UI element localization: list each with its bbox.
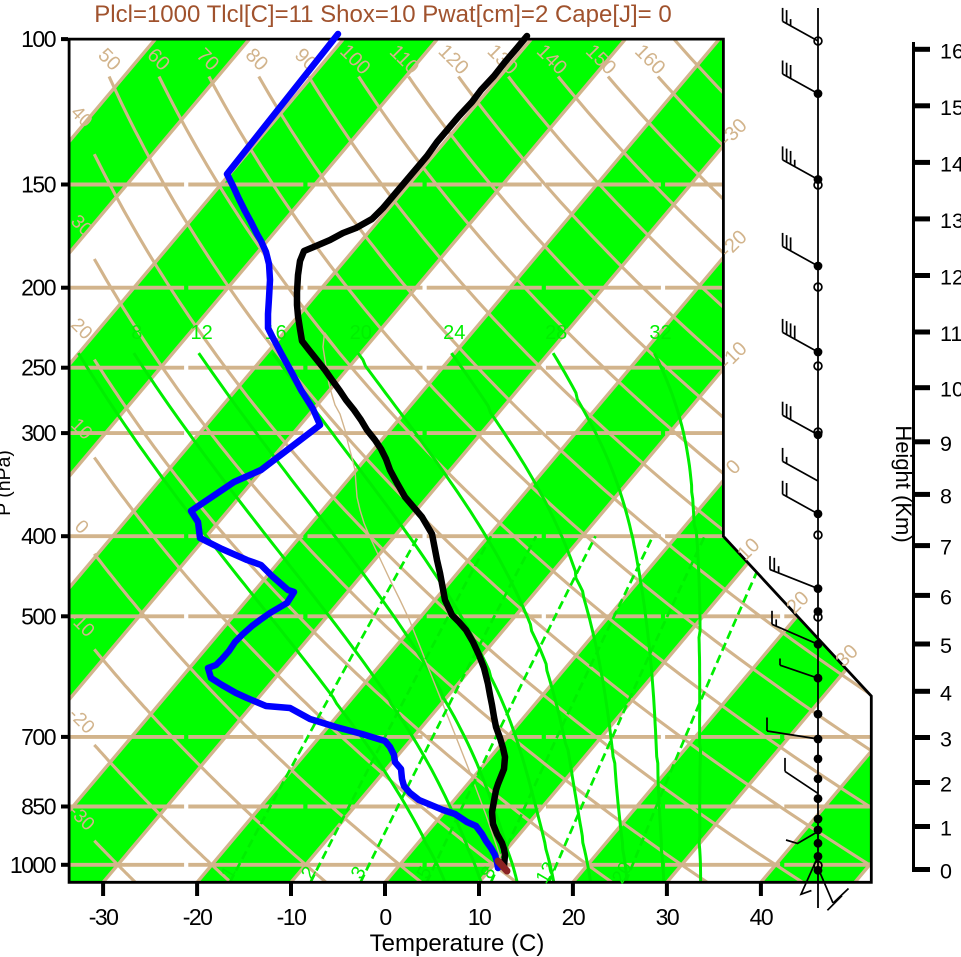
svg-text:7: 7 bbox=[940, 536, 952, 560]
svg-text:200: 200 bbox=[21, 275, 56, 301]
svg-text:Plcl=1000 Tlcl[C]=11 Shox=10: Plcl=1000 Tlcl[C]=11 Shox=10 Pwat[cm]=2 … bbox=[94, 1, 671, 28]
svg-text:500: 500 bbox=[21, 603, 56, 629]
svg-text:-30: -30 bbox=[89, 904, 118, 930]
svg-text:850: 850 bbox=[21, 794, 56, 820]
svg-text:400: 400 bbox=[21, 523, 56, 549]
svg-text:6: 6 bbox=[940, 585, 952, 609]
svg-text:9: 9 bbox=[940, 432, 952, 456]
svg-text:20: 20 bbox=[562, 904, 585, 930]
svg-text:P (hPa): P (hPa) bbox=[0, 450, 15, 516]
svg-text:0: 0 bbox=[940, 860, 952, 884]
svg-text:8: 8 bbox=[131, 322, 142, 344]
svg-text:12: 12 bbox=[190, 322, 212, 344]
svg-text:100: 100 bbox=[21, 26, 56, 52]
svg-text:5: 5 bbox=[940, 634, 952, 658]
svg-text:30: 30 bbox=[656, 904, 679, 930]
svg-text:32: 32 bbox=[649, 322, 671, 344]
svg-text:15: 15 bbox=[940, 96, 961, 120]
svg-text:250: 250 bbox=[21, 355, 56, 381]
svg-text:4: 4 bbox=[940, 681, 952, 705]
svg-text:0: 0 bbox=[379, 904, 391, 930]
svg-text:-20: -20 bbox=[183, 904, 212, 930]
svg-text:28: 28 bbox=[545, 322, 567, 344]
svg-text:1: 1 bbox=[940, 817, 952, 841]
svg-text:10: 10 bbox=[940, 378, 961, 402]
svg-text:11: 11 bbox=[940, 322, 961, 346]
svg-text:1000: 1000 bbox=[10, 852, 56, 878]
svg-text:700: 700 bbox=[21, 724, 56, 750]
svg-text:8: 8 bbox=[940, 484, 952, 508]
svg-text:14: 14 bbox=[940, 152, 961, 176]
svg-text:24: 24 bbox=[443, 322, 465, 344]
svg-text:Temperature (C): Temperature (C) bbox=[370, 930, 545, 957]
svg-text:13: 13 bbox=[940, 209, 961, 233]
svg-text:-10: -10 bbox=[277, 904, 306, 930]
svg-text:10: 10 bbox=[468, 904, 491, 930]
svg-text:2: 2 bbox=[940, 773, 952, 797]
svg-text:20: 20 bbox=[350, 322, 372, 344]
svg-text:150: 150 bbox=[21, 172, 56, 198]
svg-text:40: 40 bbox=[750, 904, 773, 930]
svg-text:3: 3 bbox=[940, 728, 952, 752]
svg-text:Height (Km): Height (Km) bbox=[891, 425, 916, 542]
svg-text:300: 300 bbox=[21, 420, 56, 446]
svg-text:16: 16 bbox=[940, 39, 961, 63]
svg-text:12: 12 bbox=[940, 266, 961, 290]
